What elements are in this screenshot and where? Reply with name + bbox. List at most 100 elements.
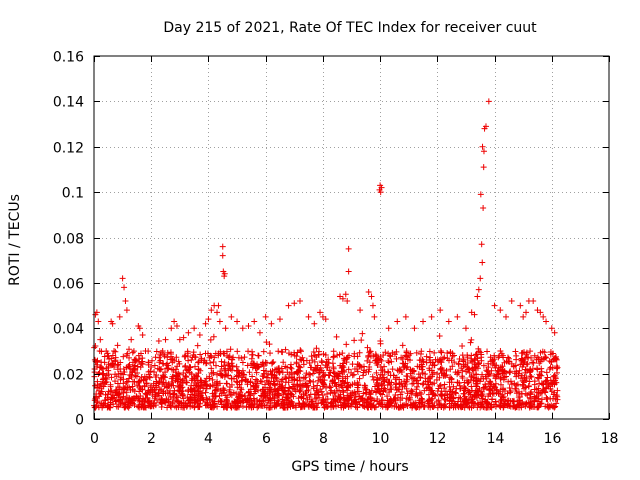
- data-point: [148, 364, 155, 371]
- data-point: [485, 364, 492, 371]
- data-point: [144, 398, 151, 405]
- data-point: [543, 377, 550, 384]
- data-point: [178, 404, 185, 411]
- data-point: [191, 353, 198, 360]
- data-point: [354, 368, 361, 375]
- data-point: [164, 349, 171, 356]
- data-point: [167, 402, 174, 409]
- data-point: [475, 387, 482, 394]
- data-point: [486, 386, 493, 393]
- data-point: [210, 333, 217, 340]
- data-point: [548, 379, 555, 386]
- data-point: [171, 390, 178, 397]
- data-point: [285, 302, 292, 309]
- data-point: [477, 191, 484, 198]
- data-point: [398, 354, 405, 361]
- data-point: [113, 403, 120, 410]
- data-point: [155, 390, 162, 397]
- data-point: [403, 378, 410, 385]
- data-point: [191, 363, 198, 370]
- data-point: [533, 386, 540, 393]
- data-point: [349, 361, 356, 368]
- data-point: [204, 350, 211, 357]
- data-point: [484, 368, 491, 375]
- data-point: [394, 394, 401, 401]
- data-point: [317, 309, 324, 316]
- data-points: [91, 98, 561, 411]
- data-point: [366, 363, 373, 370]
- data-point: [450, 352, 457, 359]
- data-point: [537, 309, 544, 316]
- data-point: [295, 395, 302, 402]
- data-point: [426, 357, 433, 364]
- data-point: [418, 348, 425, 355]
- data-point: [125, 397, 132, 404]
- data-point: [353, 399, 360, 406]
- data-point: [464, 377, 471, 384]
- data-point: [234, 403, 241, 410]
- data-point: [312, 395, 319, 402]
- data-point: [409, 367, 416, 374]
- y-tick-label: 0.06: [53, 277, 84, 293]
- data-point: [195, 383, 202, 390]
- data-point: [548, 325, 555, 332]
- data-point: [479, 143, 486, 150]
- data-point: [553, 400, 560, 407]
- data-point: [137, 364, 144, 371]
- data-point: [210, 404, 217, 411]
- data-point: [294, 349, 301, 356]
- y-tick-label: 0.14: [53, 95, 84, 111]
- data-point: [121, 385, 128, 392]
- data-point: [146, 374, 153, 381]
- data-point: [153, 384, 160, 391]
- data-point: [478, 395, 485, 402]
- data-point: [480, 384, 487, 391]
- data-point: [96, 393, 103, 400]
- data-point: [143, 380, 150, 387]
- x-tick-label: 16: [544, 431, 562, 447]
- data-point: [539, 381, 546, 388]
- data-point: [219, 252, 226, 259]
- data-point: [413, 349, 420, 356]
- data-point: [387, 353, 394, 360]
- data-point: [442, 401, 449, 408]
- data-point: [308, 398, 315, 405]
- data-point: [317, 386, 324, 393]
- data-point: [266, 341, 273, 348]
- data-point: [222, 403, 229, 410]
- data-point: [544, 401, 551, 408]
- data-point: [409, 380, 416, 387]
- data-point: [151, 362, 158, 369]
- data-point: [300, 400, 307, 407]
- data-point: [344, 373, 351, 380]
- data-point: [406, 357, 413, 364]
- data-point: [524, 392, 531, 399]
- data-point: [407, 350, 414, 357]
- data-point: [124, 403, 131, 410]
- data-point: [239, 397, 246, 404]
- data-point: [328, 387, 335, 394]
- chart-title: Day 215 of 2021, Rate Of TEC Index for r…: [163, 20, 537, 36]
- data-point: [206, 396, 213, 403]
- data-point: [249, 351, 256, 358]
- data-point: [162, 369, 169, 376]
- data-point: [359, 330, 366, 337]
- data-point: [530, 360, 537, 367]
- data-point: [399, 342, 406, 349]
- data-point: [355, 382, 362, 389]
- data-point: [450, 383, 457, 390]
- data-point: [422, 378, 429, 385]
- data-point: [234, 348, 241, 355]
- data-point: [310, 367, 317, 374]
- data-point: [319, 392, 326, 399]
- data-point: [348, 400, 355, 407]
- data-point: [497, 348, 504, 355]
- data-point: [296, 374, 303, 381]
- data-point: [501, 400, 508, 407]
- y-tick-label: 0.08: [53, 232, 84, 248]
- data-point: [275, 385, 282, 392]
- x-tick-label: 4: [204, 431, 213, 447]
- data-point: [221, 270, 228, 277]
- data-point: [364, 344, 371, 351]
- data-point: [297, 348, 304, 355]
